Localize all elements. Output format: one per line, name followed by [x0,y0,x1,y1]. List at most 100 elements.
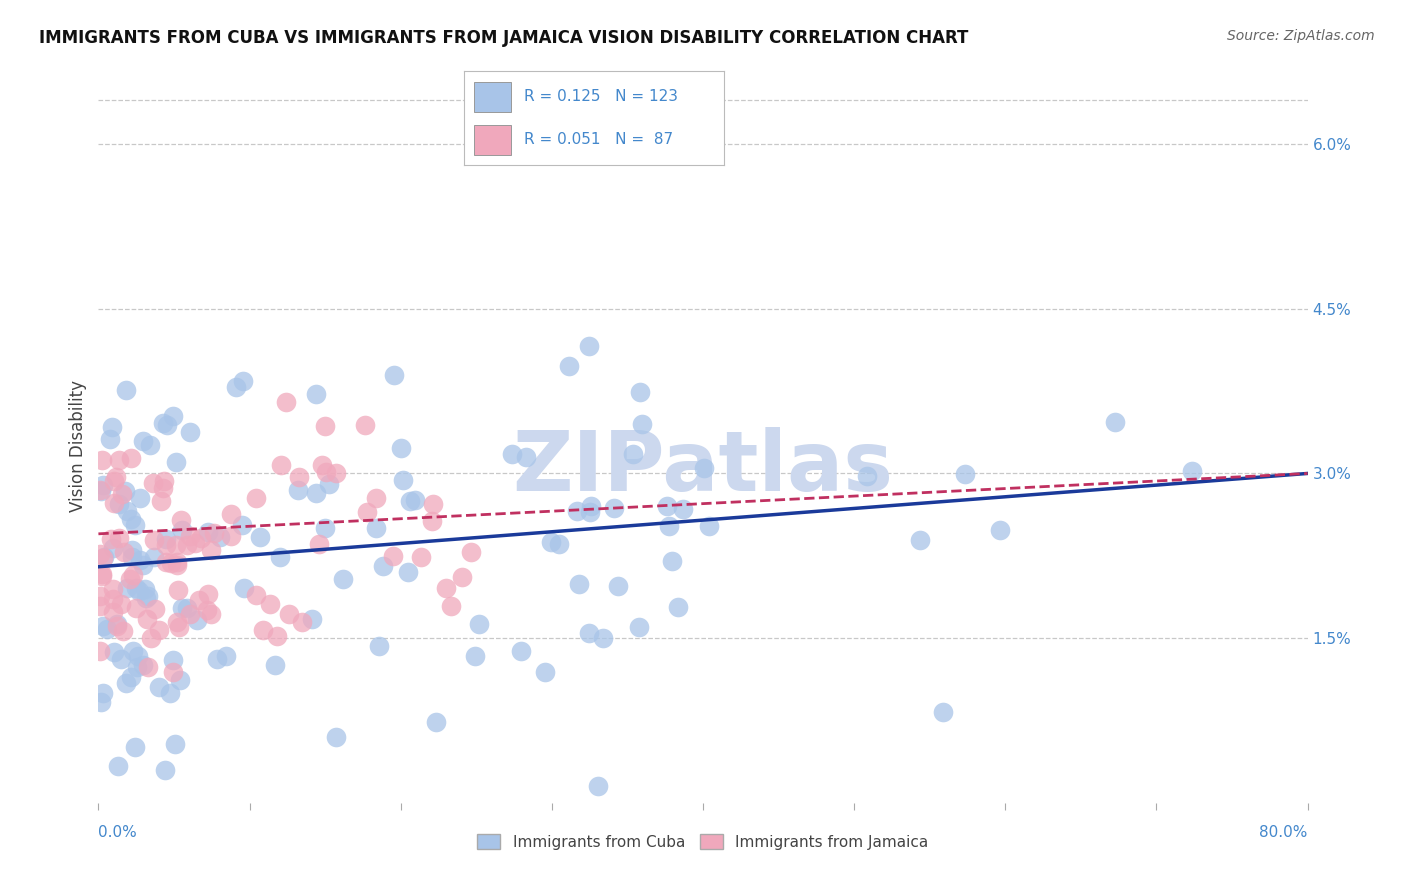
Point [101,420,124,434]
Point [422,497,444,511]
Point [136,612,159,626]
Point [249,530,271,544]
Point [110,598,132,612]
Point [264,658,287,673]
Point [148,623,170,637]
Point [266,629,288,643]
Point [167,620,190,634]
Point [159,686,181,700]
Point [91,566,114,581]
Point [367,639,389,653]
Point [389,441,412,455]
Point [166,558,188,572]
Point [697,519,720,533]
Point [91,686,114,700]
Point [117,581,139,595]
Point [115,676,138,690]
Point [451,569,474,583]
Point [91,619,114,633]
Point [245,588,267,602]
Point [568,577,591,591]
Point [89,599,111,613]
Point [162,665,184,679]
Point [510,643,533,657]
Point [856,469,879,483]
Point [110,651,132,665]
Point [409,550,432,565]
Point [112,545,135,559]
Point [332,572,354,586]
Point [160,556,183,570]
Point [152,481,174,495]
Point [269,550,291,565]
Point [93,549,115,564]
Text: Source: ZipAtlas.com: Source: ZipAtlas.com [1227,29,1375,43]
Point [166,615,188,629]
Point [96,622,118,636]
Point [581,499,603,513]
Point [134,582,156,596]
Point [107,759,129,773]
Point [115,383,138,397]
Point [139,631,162,645]
Point [122,568,145,582]
Point [104,470,127,484]
Point [623,446,645,460]
Point [103,474,125,488]
Point [132,657,155,672]
Point [603,500,626,515]
Point [108,497,131,511]
Point [121,549,143,564]
Point [90,695,112,709]
Point [219,529,242,543]
Point [215,648,238,663]
Point [592,631,614,645]
Point [404,493,426,508]
Point [209,529,232,543]
Point [627,620,650,634]
Point [287,483,309,497]
Point [578,505,600,519]
Point [153,474,176,488]
Point [187,593,209,607]
Point [142,476,165,491]
Point [165,455,187,469]
Point [114,484,136,499]
Point [534,665,557,679]
Point [693,460,716,475]
Point [396,566,419,580]
Point [103,582,125,596]
Point [325,731,347,745]
Point [124,518,146,533]
Text: 80.0%: 80.0% [1260,825,1308,840]
Point [398,494,420,508]
Point [155,533,177,547]
Point [107,453,129,467]
Point [1104,415,1126,429]
Point [132,434,155,448]
Text: R = 0.125   N = 123: R = 0.125 N = 123 [524,89,678,104]
Point [135,591,157,605]
Point [91,551,114,566]
Point [666,599,689,614]
Point [169,673,191,687]
Point [190,532,212,546]
Point [120,669,142,683]
Point [225,380,247,394]
Point [305,387,328,401]
Point [540,535,562,549]
Point [105,617,128,632]
Point [166,555,188,569]
Point [142,550,165,565]
Point [101,541,124,556]
Point [291,615,314,629]
Point [155,538,177,552]
Point [356,505,378,519]
Point [136,660,159,674]
Point [515,450,537,464]
Point [231,518,253,533]
Point [127,649,149,664]
Point [179,529,201,543]
Bar [474,82,510,112]
Point [176,538,198,552]
